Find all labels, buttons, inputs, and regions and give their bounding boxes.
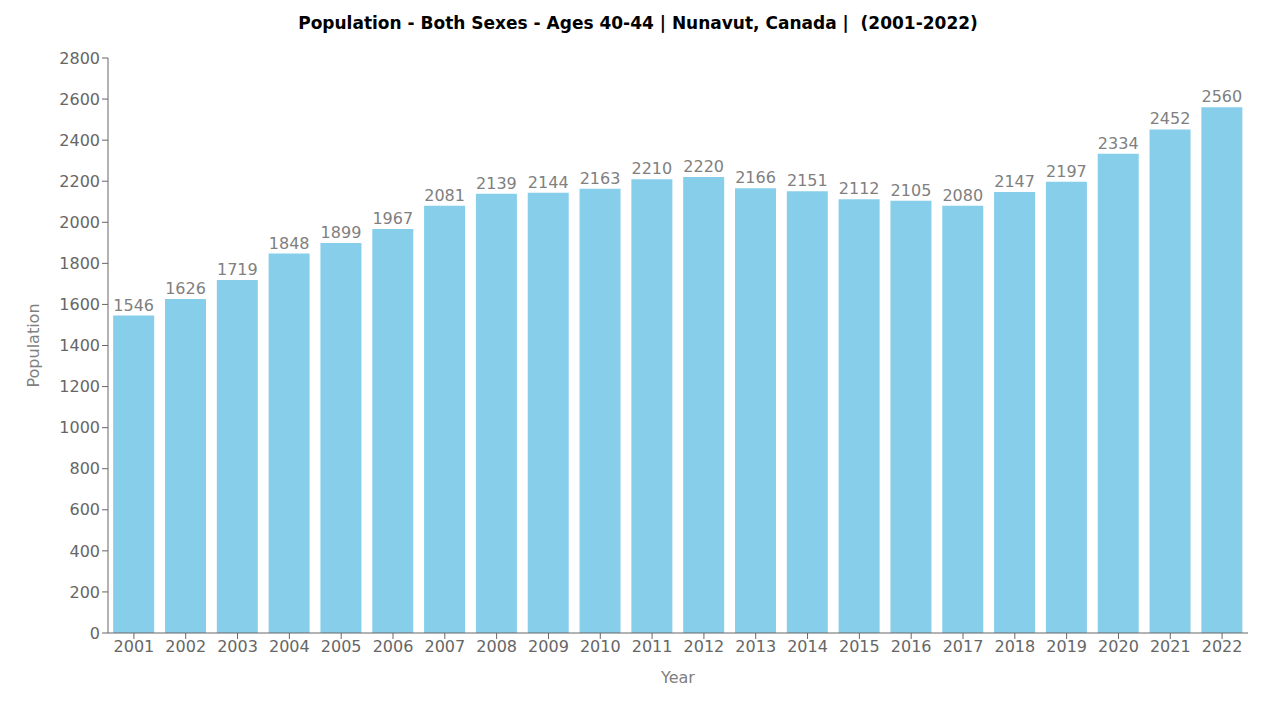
svg-text:2163: 2163: [580, 169, 621, 188]
svg-text:2011: 2011: [632, 637, 673, 656]
svg-text:2007: 2007: [424, 637, 465, 656]
svg-text:400: 400: [69, 542, 100, 561]
svg-text:1899: 1899: [321, 223, 362, 242]
svg-text:2005: 2005: [321, 637, 362, 656]
svg-text:Year: Year: [660, 668, 695, 687]
svg-text:2200: 2200: [59, 172, 100, 191]
svg-text:2016: 2016: [891, 637, 932, 656]
svg-text:2166: 2166: [735, 168, 776, 187]
svg-text:2022: 2022: [1202, 637, 1243, 656]
svg-text:2147: 2147: [994, 172, 1035, 191]
svg-text:2081: 2081: [424, 186, 465, 205]
svg-text:2017: 2017: [943, 637, 984, 656]
svg-text:800: 800: [69, 459, 100, 478]
svg-text:2151: 2151: [787, 171, 828, 190]
svg-text:1546: 1546: [113, 296, 154, 315]
svg-text:2020: 2020: [1098, 637, 1139, 656]
svg-text:2002: 2002: [165, 637, 206, 656]
svg-text:600: 600: [69, 500, 100, 519]
svg-text:2112: 2112: [839, 179, 880, 198]
svg-text:1200: 1200: [59, 377, 100, 396]
svg-text:0: 0: [90, 624, 100, 643]
svg-text:2008: 2008: [476, 637, 517, 656]
svg-text:2105: 2105: [891, 181, 932, 200]
svg-text:2334: 2334: [1098, 134, 1139, 153]
svg-text:2014: 2014: [787, 637, 828, 656]
svg-text:2560: 2560: [1202, 87, 1243, 106]
svg-text:2012: 2012: [684, 637, 725, 656]
svg-text:2001: 2001: [114, 637, 155, 656]
svg-text:2139: 2139: [476, 174, 517, 193]
svg-text:Population: Population: [24, 303, 43, 387]
svg-text:2400: 2400: [59, 131, 100, 150]
svg-text:2013: 2013: [735, 637, 776, 656]
svg-text:2220: 2220: [683, 157, 724, 176]
svg-text:2019: 2019: [1046, 637, 1087, 656]
svg-text:2015: 2015: [839, 637, 880, 656]
html-text:Population - Both Sexes - Ages: Population - Both Sexes - Ages 40-44 | N…: [298, 13, 978, 33]
svg-text:2000: 2000: [59, 213, 100, 232]
svg-text:2018: 2018: [994, 637, 1035, 656]
svg-text:2009: 2009: [528, 637, 569, 656]
svg-text:1967: 1967: [372, 209, 413, 228]
svg-text:2800: 2800: [59, 49, 100, 68]
svg-text:2004: 2004: [269, 637, 310, 656]
svg-text:1800: 1800: [59, 254, 100, 273]
svg-text:1626: 1626: [165, 279, 206, 298]
svg-text:2003: 2003: [217, 637, 258, 656]
svg-text:2452: 2452: [1150, 109, 1191, 128]
svg-text:2080: 2080: [942, 186, 983, 205]
svg-text:2021: 2021: [1150, 637, 1191, 656]
svg-text:200: 200: [69, 583, 100, 602]
svg-text:2197: 2197: [1046, 162, 1087, 181]
svg-text:2210: 2210: [632, 159, 673, 178]
svg-text:1719: 1719: [217, 260, 258, 279]
svg-text:2144: 2144: [528, 173, 569, 192]
svg-text:2010: 2010: [580, 637, 621, 656]
svg-text:1848: 1848: [269, 234, 310, 253]
svg-text:2600: 2600: [59, 90, 100, 109]
svg-text:2006: 2006: [373, 637, 414, 656]
svg-text:1400: 1400: [59, 336, 100, 355]
svg-text:1600: 1600: [59, 295, 100, 314]
svg-text:1000: 1000: [59, 418, 100, 437]
